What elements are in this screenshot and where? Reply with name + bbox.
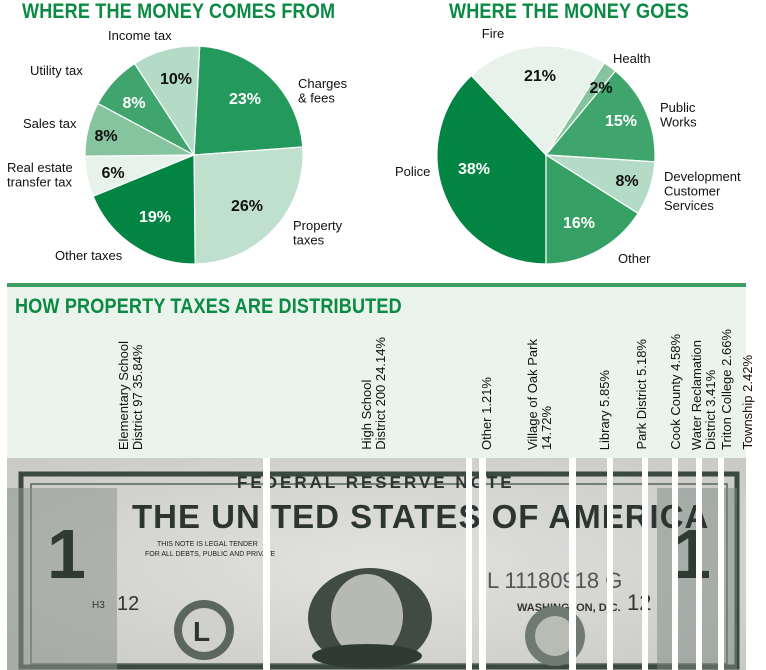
pie-category-label: Income tax [108,28,172,43]
pie-slice-fire [470,45,606,156]
pie-category-label: Health [613,51,651,66]
pie-slice-income-tax [133,45,201,157]
bill-lettering: THE UNITED STATES OF AMERICA [132,498,709,535]
bill-segment-gap [607,458,613,670]
bill-segment-gap [672,458,678,670]
distribution-label-line: District 200 24.14% [373,337,388,450]
bill-segment-gap [569,458,576,670]
pie-value-label: 19% [139,209,171,226]
bill-lettering: H3 [92,600,105,611]
pie-category-label: Utility tax [30,63,83,78]
pie-value-label: 26% [231,198,263,215]
pie-category-label: Real estate transfer tax [7,160,73,190]
distribution-label-line: Cook County 4.58% [668,334,683,450]
distribution-label-library: Library 5.85% [597,369,612,450]
distribution-label-line: High School [359,379,374,450]
pie-category-label: Charges & fees [298,76,348,106]
bill-segment-gap [466,458,472,670]
distribution-label-line: District 3.41% [703,369,718,450]
pie-value-label: 2% [589,80,612,97]
bill-lettering: 12 [117,593,139,615]
distribution-label-line: Elementary School [116,340,131,450]
bill-lettering: FOR ALL DEBTS, PUBLIC AND PRIVATE [145,551,276,558]
bill-lettering: L [193,616,210,647]
distribution-label-line: Park District 5.18% [634,339,649,450]
distribution-label-park-district: Park District 5.18% [634,339,649,450]
title-spending: WHERE THE MONEY GOES [449,0,689,23]
pie-value-label: 8% [615,173,638,190]
dollar-bill-picture: 1 1 FEDERAL RESERVE NOTE THE UNITED STAT… [7,458,746,670]
pie-category-label: Other taxes [55,248,123,263]
distribution-label-high-school-district-200: High School District 200 24.14% [359,337,388,450]
distribution-label-line: District 97 35.84% [130,344,145,451]
pie-value-label: 21% [524,68,556,85]
pie-value-label: 10% [160,71,192,88]
bill-lettering: 1 [47,515,86,593]
revenue-pie-chart: 23% Charges & fees 26% Property taxes 19% Other… [7,28,348,265]
distribution-label-line: Township 2.42% [740,355,755,450]
distribution-label-line: Village of Oak Park [525,338,540,450]
distribution-label-line: Other 1.21% [479,377,494,450]
distribution-label-line: Water Reclamation [689,339,704,450]
pie-category-label: Property taxes [293,218,343,248]
pie-slice-other [545,153,639,265]
pie-slice-public-works [544,70,656,163]
bill-segment-gap [718,458,724,670]
title-revenue: WHERE THE MONEY COMES FROM [22,0,336,23]
pie-value-label: 6% [101,165,124,182]
bill-segment-gap [642,458,648,670]
pie-category-label: Police [395,164,430,179]
pie-slice-charges-fees [193,45,304,156]
pie-slice-police [436,74,547,265]
pie-value-label: 8% [94,128,117,145]
pie-value-label: 23% [229,91,261,108]
pie-category-label: Public Works [660,100,697,130]
distribution-label-line: Library 5.85% [597,369,612,450]
distribution-label-triton-college: Triton College 2.66% [719,329,734,450]
bill-segment-gap [696,458,702,670]
distribution-label-other: Other 1.21% [479,377,494,450]
pie-value-label: 15% [605,113,637,130]
distribution-label-line: Triton College 2.66% [719,329,734,450]
bill-lettering: L 11180918 G [487,568,622,593]
bill-lettering: FEDERAL RESERVE NOTE [237,473,515,492]
title-property-taxes: HOW PROPERTY TAXES ARE DISTRIBUTED [15,295,402,318]
distribution-label-cook-county: Cook County 4.58% [668,334,683,450]
distribution-label-village-of-oak-park: Village of Oak Park 14.72% [525,338,554,450]
pie-value-label: 38% [458,161,490,178]
pie-value-label: 8% [122,95,145,112]
bill-lettering: 1 [672,515,711,593]
spending-pie-chart: 38% Police 21% Fire 2%Health 15% Public Works 8%… [395,26,741,266]
dollar-bill-image: 1 1 FEDERAL RESERVE NOTE THE UNITED STAT… [7,458,746,670]
pie-slice-property-taxes [193,146,304,265]
pie-category-label: Development Customer Services [664,169,741,213]
property-tax-panel: HOW PROPERTY TAXES ARE DISTRIBUTED Eleme… [7,283,755,458]
pie-category-label: Other [618,251,651,266]
bill-lettering: THIS NOTE IS LEGAL TENDER [157,541,258,548]
pie-category-label: Sales tax [23,116,77,131]
distribution-label-water-reclamation-district: Water Reclamation District 3.41% [689,339,718,450]
pie-slice-other-taxes [92,154,196,265]
bill-segment-gap [479,458,486,670]
distribution-label-township: Township 2.42% [740,355,755,450]
bill-segment-gap [263,458,270,670]
distribution-label-elementary-school-district-97: Elementary School District 97 35.84% [116,340,145,451]
pie-category-label: Fire [482,26,504,41]
pie-value-label: 16% [563,215,595,232]
distribution-label-line: 14.72% [539,405,554,450]
